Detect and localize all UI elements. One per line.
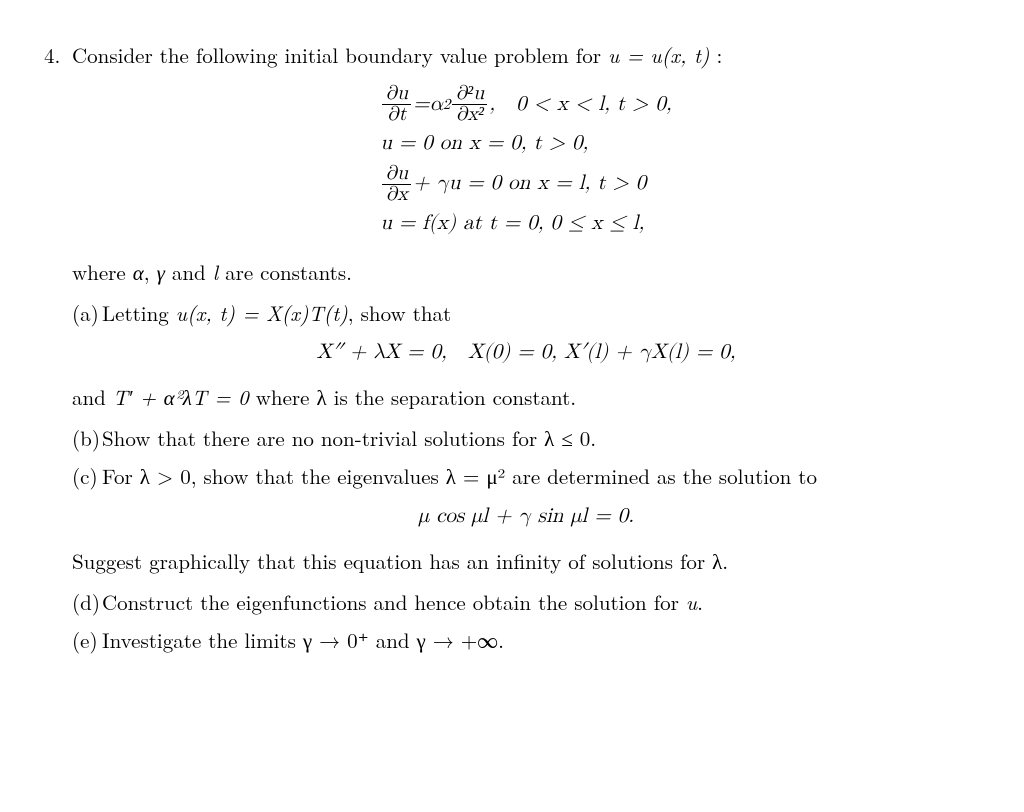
bc2-bot: ∂x — [383, 185, 411, 205]
a-and: and — [72, 382, 113, 412]
pde-d2u-top: ∂²u — [452, 84, 487, 105]
a-Teq: T′ + α²λT = 0 — [113, 382, 249, 412]
pde-domain: 0 < x < l, t > 0, — [516, 90, 672, 120]
pde-dudt: ∂u ∂t — [382, 84, 411, 125]
part-c-eq: μ cos μl + γ sin μl = 0. — [72, 502, 980, 532]
part-e: (e) Investigate the limits γ → 0⁺ and γ … — [72, 625, 980, 655]
pde-alpha: α — [429, 90, 442, 120]
bc1-row: u = 0 on x = 0, t > 0, — [380, 129, 671, 159]
part-d: (d) Construct the eigenfunctions and hen… — [72, 587, 980, 617]
problem-number: 4. — [44, 40, 72, 658]
problem-body: Consider the following initial boundary … — [72, 40, 980, 658]
bc2-rest: + γu = 0 on x = l, t > 0 — [413, 169, 646, 199]
part-d-text: Construct the eigenfunctions and hence o… — [102, 587, 980, 617]
pde-dudt-top: ∂u — [382, 84, 411, 105]
ic-row: u = f(x) at t = 0, 0 ≤ x ≤ l, — [380, 209, 671, 239]
a-sep: u(x, t) = X(x)T(t) — [176, 298, 348, 328]
intro-colon: : — [710, 40, 723, 70]
part-c-text: For λ > 0, show that the eigenvalues λ =… — [102, 461, 980, 491]
part-a-eq: X″ + λX = 0, X(0) = 0, X′(l) + γX(l) = 0… — [72, 338, 980, 368]
part-e-text: Investigate the limits γ → 0⁺ and γ → +∞… — [102, 625, 980, 655]
where-line: where α, γ and l are constants. — [72, 257, 980, 287]
pde-dudt-bot: ∂t — [384, 105, 409, 125]
part-c-label: (c) — [72, 461, 102, 491]
bc2-top: ∂u — [382, 164, 411, 185]
part-c: (c) For λ > 0, show that the eigenvalues… — [72, 461, 980, 491]
ibvp-equations: ∂u ∂t = α2 ∂²u ∂x² , 0 < x < l, t > 0, u… — [72, 80, 980, 243]
a-where: where λ is the separation constant. — [249, 382, 576, 412]
a-text1: Letting — [102, 298, 176, 328]
page: 4. Consider the following initial bounda… — [0, 0, 1024, 658]
part-b-text: Show that there are no non-trivial solut… — [102, 423, 980, 453]
where-text: where α, γ and l are constants. — [72, 257, 352, 287]
pde-d2u-bot: ∂x² — [453, 105, 487, 125]
pde-d2udx2: ∂²u ∂x² — [452, 84, 487, 125]
part-b: (b) Show that there are no non-trivial s… — [72, 423, 980, 453]
part-e-label: (e) — [72, 625, 102, 655]
a-text2: , show that — [348, 298, 451, 328]
part-a-and: and T′ + α²λT = 0 where λ is the separat… — [72, 382, 980, 412]
part-c-suggest: Suggest graphically that this equation h… — [72, 546, 980, 576]
part-b-label: (b) — [72, 423, 102, 453]
part-a-text: Letting u(x, t) = X(x)T(t), show that — [102, 298, 980, 328]
part-d-label: (d) — [72, 587, 102, 617]
intro-ueq: u = u(x, t) — [608, 40, 710, 70]
problem-4: 4. Consider the following initial bounda… — [44, 40, 980, 658]
pde-comma: , — [489, 90, 516, 120]
pde-eq: = — [413, 90, 429, 120]
bc2-dudx: ∂u ∂x — [382, 164, 411, 205]
part-a-label: (a) — [72, 298, 102, 328]
part-a: (a) Letting u(x, t) = X(x)T(t), show tha… — [72, 298, 980, 328]
intro-text: Consider the following initial boundary … — [72, 40, 608, 70]
intro-line: Consider the following initial boundary … — [72, 40, 980, 70]
pde-row: ∂u ∂t = α2 ∂²u ∂x² , 0 < x < l, t > 0, — [380, 84, 671, 125]
bc2-row: ∂u ∂x + γu = 0 on x = l, t > 0 — [380, 164, 671, 205]
